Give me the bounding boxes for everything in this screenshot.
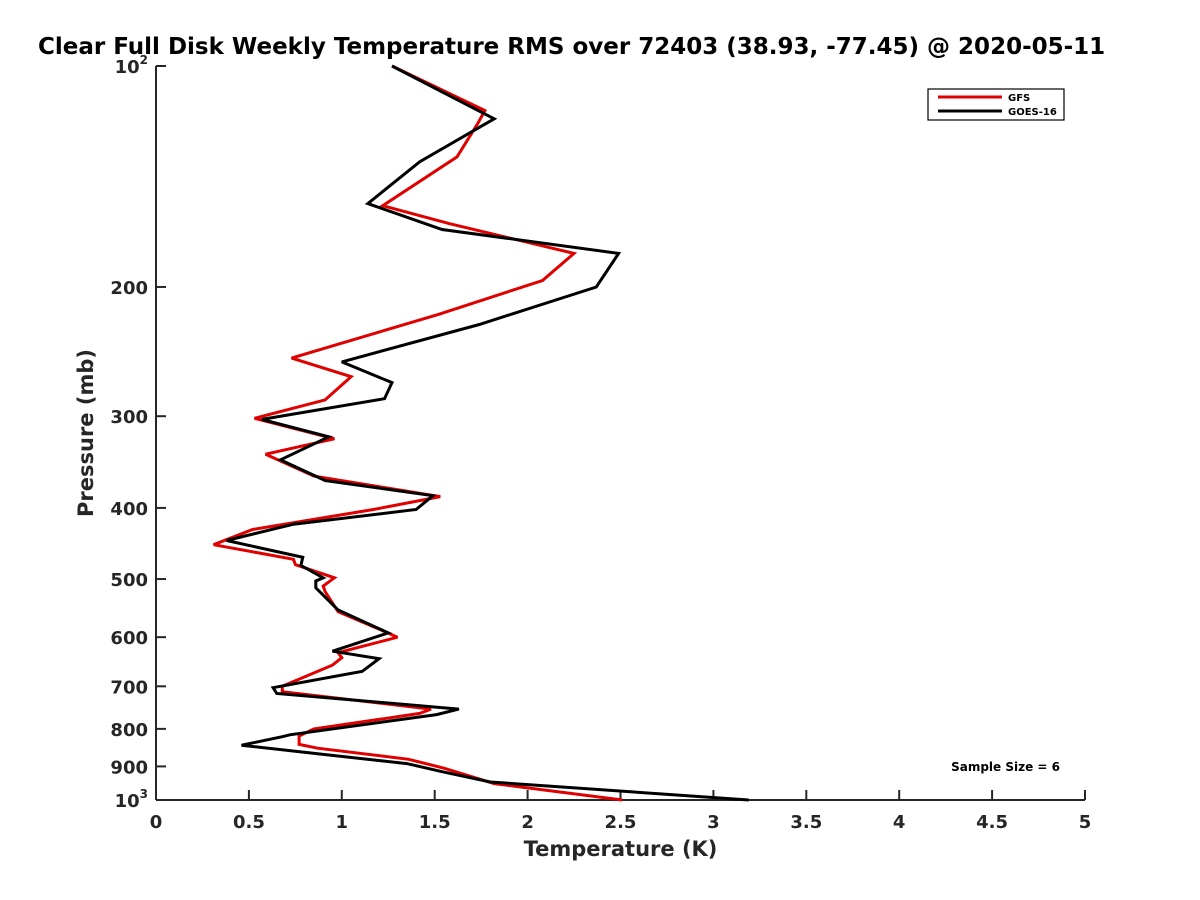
- legend-box: [927, 88, 1065, 121]
- x-tick-label: 1.5: [419, 812, 451, 833]
- legend-label-goes-16: GOES-16: [1008, 107, 1057, 118]
- y-tick-label: 400: [110, 499, 148, 520]
- y-tick-label: 103: [115, 787, 148, 812]
- x-tick-label: 2.5: [605, 812, 637, 833]
- y-tick-label: 500: [110, 570, 148, 591]
- y-axis-label: Pressure (mb): [74, 349, 98, 517]
- y-tick-label: 800: [110, 720, 148, 741]
- y-tick-label: 900: [110, 757, 148, 778]
- legend-label-gfs: GFS: [1008, 93, 1030, 104]
- x-tick-label: 2: [521, 812, 534, 833]
- sample-size-annotation: Sample Size = 6: [951, 760, 1060, 774]
- y-tick-label: 200: [110, 278, 148, 299]
- x-tick-label: 5: [1079, 812, 1092, 833]
- x-tick-label: 4.5: [976, 812, 1008, 833]
- y-axis-ticks: 102 200 300 400 500 600 700 800 900 103: [110, 53, 166, 812]
- y-tick-label: 600: [110, 628, 148, 649]
- legend: GFS GOES-16: [927, 88, 1065, 121]
- y-tick-label: 102: [115, 53, 148, 78]
- x-axis-label: Temperature (K): [524, 837, 718, 861]
- y-tick-label: 300: [110, 407, 148, 428]
- x-tick-label: 3.5: [790, 812, 822, 833]
- plot-axes: [155, 66, 1085, 801]
- chart-title: Clear Full Disk Weekly Temperature RMS o…: [38, 34, 1105, 60]
- y-tick-label: 700: [110, 677, 148, 698]
- x-tick-label: 0: [150, 812, 163, 833]
- x-tick-label: 0.5: [233, 812, 265, 833]
- x-axis-ticks: 0 0.5 1 1.5 2 2.5 3 3.5 4 4.5 5: [150, 790, 1092, 833]
- series-line-gfs: [213, 64, 623, 802]
- series-line-goes-16: [226, 64, 749, 802]
- x-tick-label: 1: [336, 812, 349, 833]
- x-tick-label: 4: [893, 812, 906, 833]
- x-tick-label: 3: [707, 812, 720, 833]
- series-lines: [213, 64, 749, 802]
